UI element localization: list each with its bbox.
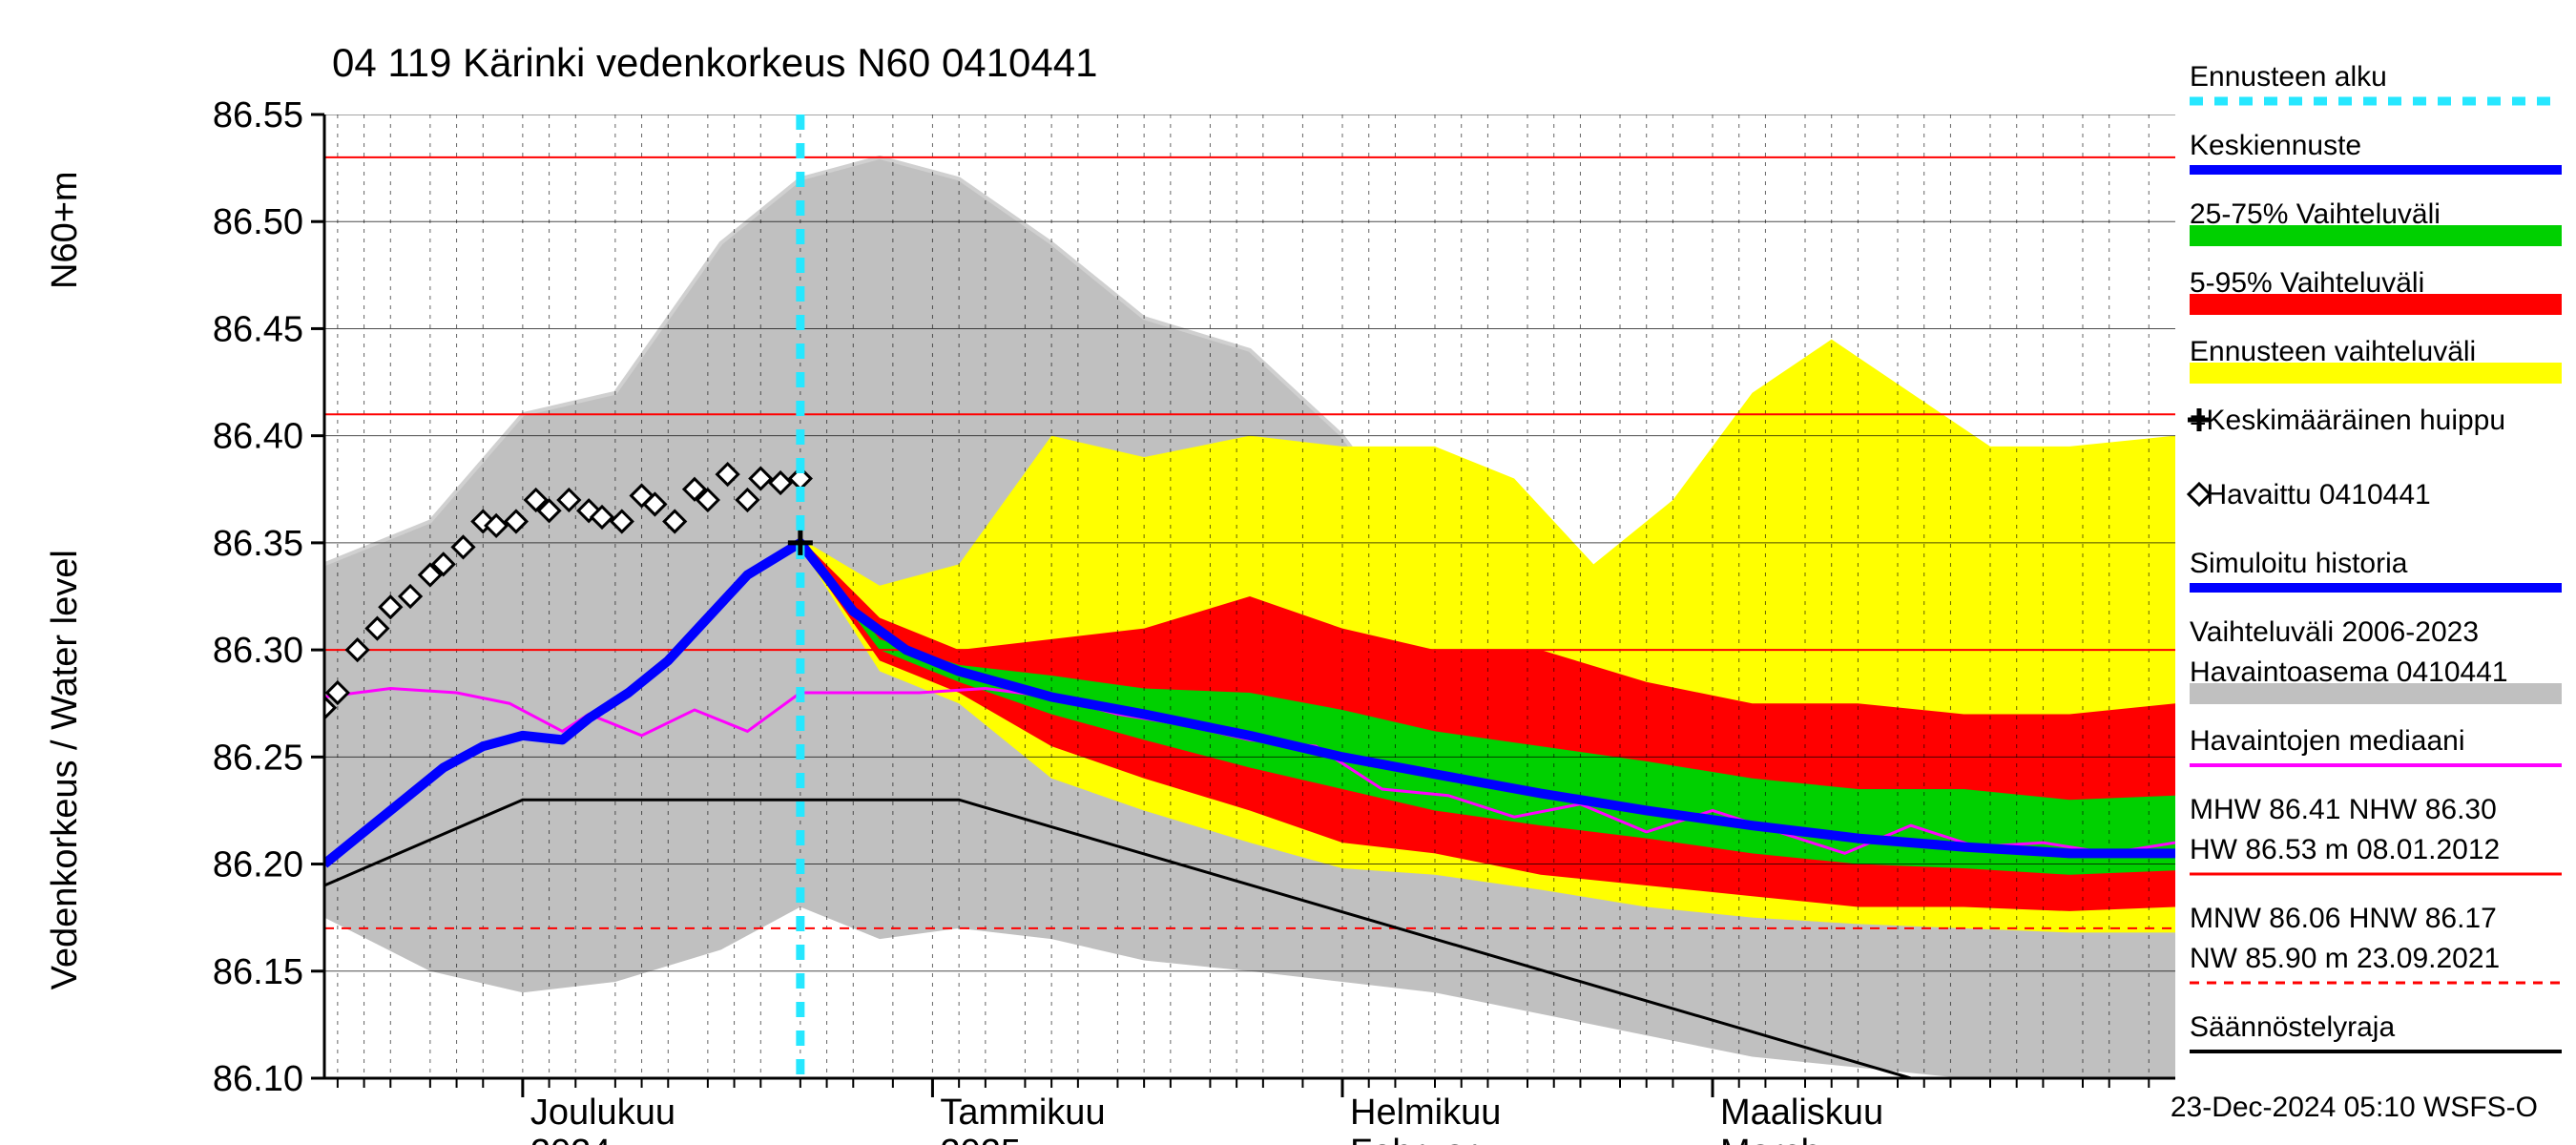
svg-text:86.45: 86.45 <box>213 309 303 349</box>
svg-text:MNW 86.06 HNW 86.17: MNW 86.06 HNW 86.17 <box>2190 903 2497 934</box>
svg-text:Joulukuu: Joulukuu <box>530 1093 675 1133</box>
svg-text:Havaintoasema 0410441: Havaintoasema 0410441 <box>2190 656 2508 688</box>
svg-text:=Havaittu 0410441: =Havaittu 0410441 <box>2190 479 2431 510</box>
svg-text:86.50: 86.50 <box>213 202 303 242</box>
svg-text:=Keskimääräinen huippu: =Keskimääräinen huippu <box>2190 405 2505 436</box>
svg-text:86.15: 86.15 <box>213 952 303 992</box>
chart-title: 04 119 Kärinki vedenkorkeus N60 0410441 <box>332 40 1097 85</box>
svg-text:86.55: 86.55 <box>213 95 303 135</box>
svg-text:MHW 86.41 NHW 86.30: MHW 86.41 NHW 86.30 <box>2190 794 2497 825</box>
svg-text:Keskiennuste: Keskiennuste <box>2190 130 2361 161</box>
svg-text:Vaihteluväli 2006-2023: Vaihteluväli 2006-2023 <box>2190 616 2479 648</box>
svg-text:86.20: 86.20 <box>213 845 303 885</box>
svg-text:86.25: 86.25 <box>213 738 303 778</box>
svg-text:2024: 2024 <box>530 1133 612 1145</box>
svg-text:86.30: 86.30 <box>213 631 303 671</box>
svg-text:NW 85.90 m 23.09.2021: NW 85.90 m 23.09.2021 <box>2190 943 2500 974</box>
svg-text:Tammikuu: Tammikuu <box>940 1093 1105 1133</box>
svg-text:Vedenkorkeus / Water level: Vedenkorkeus / Water level <box>45 550 85 989</box>
svg-text:February: February <box>1350 1133 1495 1145</box>
svg-text:86.40: 86.40 <box>213 417 303 457</box>
svg-text:N60+m: N60+m <box>45 171 85 289</box>
svg-text:March: March <box>1720 1133 1821 1145</box>
svg-text:Maaliskuu: Maaliskuu <box>1720 1093 1883 1133</box>
svg-text:Ennusteen alku: Ennusteen alku <box>2190 61 2387 93</box>
svg-text:86.35: 86.35 <box>213 524 303 564</box>
svg-text:86.10: 86.10 <box>213 1059 303 1099</box>
chart-footer: 23-Dec-2024 05:10 WSFS-O <box>2171 1092 2538 1123</box>
chart-container: 86.10 86.15 86.20 86.25 86.30 86.35 86.40 86.45… <box>0 0 2576 1145</box>
svg-text:Simuloitu historia: Simuloitu historia <box>2190 548 2408 579</box>
svg-text:HW 86.53 m 08.01.2012: HW 86.53 m 08.01.2012 <box>2190 834 2500 865</box>
svg-text:Havaintojen mediaani: Havaintojen mediaani <box>2190 725 2465 757</box>
svg-text:Säännöstelyraja: Säännöstelyraja <box>2190 1011 2395 1043</box>
water-level-chart: 86.10 86.15 86.20 86.25 86.30 86.35 86.40 86.45… <box>0 0 2576 1145</box>
svg-text:2025: 2025 <box>940 1133 1021 1145</box>
svg-text:Helmikuu: Helmikuu <box>1350 1093 1501 1133</box>
